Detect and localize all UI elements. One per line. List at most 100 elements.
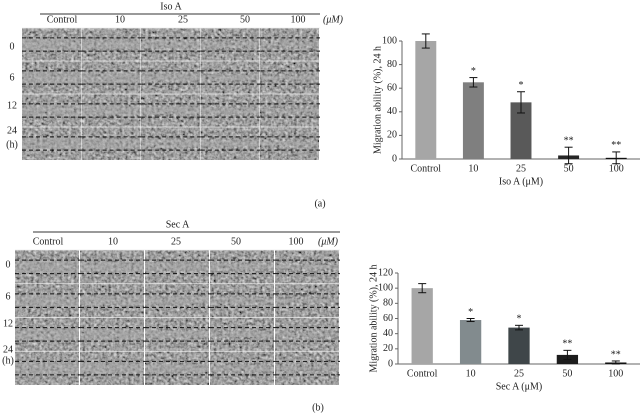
- bar: [411, 288, 433, 364]
- column-label: 100: [289, 236, 304, 247]
- significance-label: *: [471, 66, 476, 77]
- y-tick-label: 100: [378, 282, 393, 293]
- wound-gap: [145, 364, 209, 373]
- wound-gap: [80, 329, 144, 340]
- wound-gap: [81, 105, 141, 116]
- row-label: 12: [3, 318, 13, 329]
- wound-gap: [141, 139, 200, 148]
- wound-gap: [260, 108, 319, 113]
- wound-gap: [81, 138, 141, 149]
- x-tick-label: 25: [514, 368, 524, 379]
- x-tick-label: Control: [411, 163, 442, 174]
- y-tick-label: 100: [382, 35, 397, 46]
- bar: [459, 320, 482, 364]
- bar: [508, 327, 530, 364]
- wound-gap: [200, 107, 260, 114]
- wound-gap: [200, 41, 260, 48]
- wound-gap: [141, 106, 200, 115]
- column-label: 50: [240, 14, 250, 25]
- row-label: 0: [10, 41, 15, 52]
- x-tick-label: Control: [407, 368, 438, 379]
- unit-label: (μM): [323, 14, 344, 25]
- wound-gap: [22, 71, 81, 84]
- y-tick-label: 80: [383, 298, 393, 309]
- wound-gap: [210, 331, 274, 338]
- y-tick-label: 20: [383, 343, 393, 354]
- bar: [415, 41, 437, 159]
- wound-gap: [15, 294, 79, 307]
- wound-gap: [80, 363, 144, 374]
- wound-gap: [210, 297, 274, 304]
- wound-gap: [260, 75, 319, 80]
- y-tick-label: 80: [387, 59, 397, 70]
- wound-gap: [275, 298, 339, 303]
- column-label: Control: [47, 14, 78, 25]
- wound-gap: [15, 328, 79, 341]
- unit-label: (μM): [318, 236, 339, 247]
- wound-gap: [275, 332, 339, 337]
- significance-label: **: [611, 140, 621, 151]
- significance-label: *: [517, 314, 522, 325]
- column-label: 10: [108, 236, 118, 247]
- wound-gap: [81, 72, 141, 83]
- bar: [510, 102, 532, 159]
- row-label: 6: [6, 291, 11, 302]
- wound-gap: [200, 140, 260, 147]
- wound-gap: [22, 137, 81, 150]
- wound-gap: [81, 39, 141, 50]
- column-label: 25: [171, 236, 181, 247]
- wound-gap: [141, 40, 200, 49]
- row-label: 6: [10, 72, 15, 83]
- panel-label: (b): [312, 402, 324, 413]
- y-tick-label: 60: [383, 313, 393, 324]
- wound-gap: [275, 366, 339, 370]
- wound-gap: [145, 330, 209, 339]
- wound-gap: [145, 262, 209, 271]
- significance-label: **: [562, 339, 572, 350]
- column-label: Control: [33, 236, 64, 247]
- row-label: 0: [6, 259, 11, 270]
- y-tick-label: 0: [392, 153, 397, 164]
- x-axis-title: Iso A (μM): [499, 176, 543, 187]
- row-label: 24: [3, 344, 13, 355]
- y-tick-label: 20: [387, 130, 397, 141]
- bar: [462, 82, 484, 159]
- significance-label: *: [468, 307, 473, 318]
- significance-label: **: [564, 135, 574, 146]
- y-tick-label: 40: [387, 106, 397, 117]
- wound-gap: [260, 141, 319, 146]
- x-tick-label: 10: [468, 163, 478, 174]
- y-tick-label: 40: [383, 328, 393, 339]
- wound-gap: [200, 74, 260, 81]
- significance-label: *: [519, 80, 524, 91]
- y-tick-label: 120: [378, 267, 393, 278]
- y-tick-label: 0: [388, 358, 393, 369]
- treatment-label: Iso A: [160, 1, 182, 12]
- wound-gap: [275, 265, 339, 269]
- x-tick-label: 100: [609, 163, 624, 174]
- wound-gap: [15, 362, 79, 375]
- x-axis-title: Sec A (μM): [496, 381, 542, 392]
- column-label: 10: [115, 14, 125, 25]
- y-tick-label: 60: [387, 82, 397, 93]
- column-label: 50: [231, 236, 241, 247]
- significance-label: **: [611, 349, 621, 360]
- row-unit: (h): [6, 139, 18, 150]
- panel-label: (a): [314, 198, 325, 209]
- wound-gap: [80, 261, 144, 272]
- x-tick-label: 50: [564, 163, 574, 174]
- row-label: 24: [7, 125, 17, 136]
- wound-gap: [145, 296, 209, 305]
- wound-gap: [210, 365, 274, 371]
- treatment-label: Sec A: [166, 219, 190, 230]
- wound-gap: [260, 42, 319, 47]
- column-label: 100: [291, 14, 306, 25]
- y-axis-title: Migration ability (%), 24 h: [368, 264, 379, 372]
- x-tick-label: 10: [466, 368, 476, 379]
- x-tick-label: 50: [562, 368, 572, 379]
- wound-gap: [141, 73, 200, 82]
- x-tick-label: 100: [608, 368, 623, 379]
- wound-gap: [22, 104, 81, 117]
- wound-gap: [15, 260, 79, 273]
